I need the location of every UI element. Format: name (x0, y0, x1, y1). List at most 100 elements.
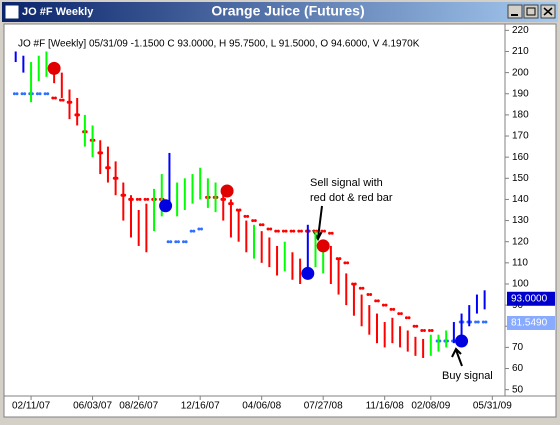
close-icon (543, 7, 553, 16)
annotation: Sell signal with (310, 177, 383, 189)
stop-dot (361, 286, 365, 290)
x-tick-label: 02/11/07 (12, 401, 51, 412)
x-tick-label: 12/16/07 (181, 401, 220, 412)
x-tick-label: 08/26/07 (119, 401, 158, 412)
stop-dot (266, 227, 270, 231)
stop-dot (299, 229, 303, 233)
stop-dot (182, 240, 186, 244)
signal-dot (220, 184, 234, 198)
stop-dot (376, 299, 380, 303)
stop-dot (476, 320, 480, 324)
y-tick-label: 70 (512, 342, 524, 353)
stop-dot (258, 223, 262, 227)
x-tick-label: 04/06/08 (242, 401, 281, 412)
stop-dot (404, 316, 408, 320)
minimize-button[interactable] (507, 4, 523, 19)
y-tick-label: 180 (512, 110, 529, 121)
title-bar (2, 2, 558, 22)
stop-dot (46, 92, 50, 96)
info-line: JO #F [Weekly] 05/31/09 -1.1500 C 93.000… (18, 39, 420, 50)
stop-dot (322, 229, 326, 233)
chart-title: Orange Juice (Futures) (211, 3, 364, 19)
stop-dot (166, 240, 170, 244)
stop-dot (253, 219, 257, 223)
window-title: JO #F Weekly (22, 6, 94, 18)
stop-dot (169, 240, 173, 244)
price-marker-label: 81.5490 (511, 318, 548, 329)
stop-dot (428, 328, 432, 332)
window-buttons (507, 4, 556, 19)
stop-dot (484, 320, 488, 324)
y-tick-label: 50 (512, 384, 524, 395)
stop-dot (392, 307, 396, 311)
stop-dot (420, 328, 424, 332)
buy-arrow (451, 347, 463, 367)
price-marker (507, 315, 555, 330)
stop-dot (358, 286, 362, 290)
y-tick-label: 130 (512, 215, 529, 226)
signal-dot (301, 266, 315, 280)
y-tick-label: 100 (512, 279, 529, 290)
stop-dot (407, 316, 411, 320)
stop-dot (135, 197, 139, 201)
stop-dot (138, 197, 142, 201)
plot: 5060708090100110120130140150160170180190… (12, 25, 555, 412)
stop-dot (269, 227, 273, 231)
y-tick-label: 150 (512, 173, 529, 184)
annotation: red dot & red bar (310, 192, 393, 204)
y-tick-label: 60 (512, 363, 524, 374)
stop-dot (320, 229, 324, 233)
stop-dot (281, 229, 285, 233)
price-marker-label: 93.0000 (511, 293, 548, 304)
price-marker (507, 291, 555, 306)
stop-dot (184, 240, 188, 244)
stop-dot (343, 261, 347, 265)
y-tick-label: 200 (512, 67, 529, 78)
y-tick-label: 170 (512, 131, 529, 142)
stop-dot (276, 229, 280, 233)
maximize-icon (526, 7, 536, 16)
x-tick-label: 02/08/09 (411, 401, 450, 412)
stop-dot (15, 92, 19, 96)
stop-dot (243, 214, 247, 218)
y-tick-label: 120 (512, 236, 529, 247)
stop-dot (51, 96, 55, 100)
stop-dot (35, 92, 39, 96)
stop-dot (481, 320, 485, 324)
x-tick-label: 06/03/07 (73, 401, 112, 412)
x-tick-label: 05/31/09 (473, 401, 512, 412)
y-tick-label: 160 (512, 152, 529, 163)
stop-dot (346, 261, 350, 265)
stop-dot (43, 92, 47, 96)
stop-dot (330, 231, 334, 235)
stop-dot (246, 214, 250, 218)
stop-dot (53, 96, 57, 100)
y-tick-label: 220 (512, 25, 529, 36)
stop-dot (474, 320, 478, 324)
chart-area (3, 23, 557, 418)
signal-dot (316, 239, 330, 253)
x-tick-label: 11/16/08 (366, 401, 405, 412)
x-tick-label: 07/27/08 (304, 401, 343, 412)
stop-dot (389, 307, 393, 311)
stop-dot (61, 98, 65, 102)
maximize-button[interactable] (523, 4, 539, 19)
stop-dot (397, 312, 401, 316)
stop-dot (189, 229, 193, 233)
stop-dot (251, 219, 255, 223)
stop-dot (415, 324, 419, 328)
stop-dot (289, 229, 293, 233)
stop-dot (328, 231, 332, 235)
stop-dot (369, 293, 373, 297)
stop-dot (430, 328, 434, 332)
signal-dot (159, 199, 173, 213)
stop-dot (192, 229, 196, 233)
stop-dot (374, 299, 378, 303)
stop-dot (38, 92, 42, 96)
y-tick-label: 110 (512, 257, 528, 268)
stop-dot (399, 312, 403, 316)
stop-dot (366, 293, 370, 297)
stop-dot (174, 240, 178, 244)
